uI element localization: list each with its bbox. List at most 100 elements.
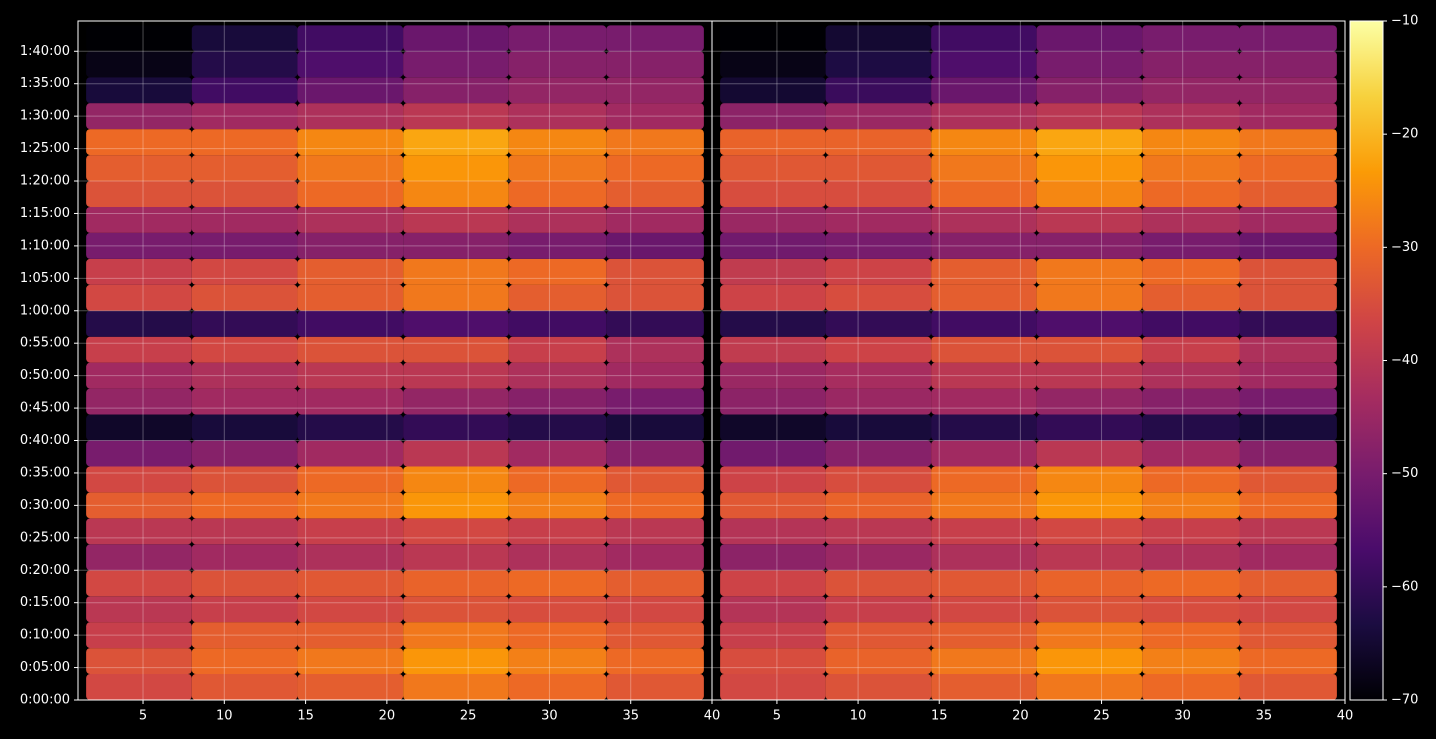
heatmap-cell: [1142, 181, 1240, 207]
heatmap-cell: [825, 466, 932, 493]
heatmap-cell: [191, 51, 298, 78]
heatmap-cell: [297, 181, 404, 207]
heatmap-cell: [86, 518, 192, 545]
colorbar-tick-label: −40: [1391, 353, 1418, 368]
heatmap-cell: [191, 362, 298, 389]
heatmap-cell: [720, 129, 826, 156]
heatmap-cell: [508, 466, 607, 493]
heatmap-cell: [86, 544, 192, 571]
heatmap-cell: [1239, 51, 1337, 78]
heatmap-cell: [403, 622, 509, 649]
y-tick-label: 1:05:00: [20, 271, 70, 286]
y-tick-label: 1:15:00: [20, 206, 70, 221]
heatmap-cell: [297, 103, 404, 130]
heatmap-cell: [1239, 181, 1337, 207]
heatmap-cell: [403, 336, 509, 363]
heatmap-cell: [825, 155, 932, 182]
x-tick-label: 25: [1093, 709, 1110, 724]
heatmap-cell: [1142, 206, 1240, 233]
heatmap-cell: [297, 466, 404, 493]
x-tick-label: 35: [1256, 709, 1273, 724]
heatmap-cell: [508, 284, 607, 311]
heatmap-cell: [931, 129, 1037, 156]
heatmap-cell: [606, 77, 704, 104]
heatmap-cell: [931, 284, 1037, 311]
heatmap-cell: [1142, 492, 1240, 519]
heatmap-cell: [191, 518, 298, 545]
heatmap-cell: [1142, 362, 1240, 389]
heatmap-cell: [403, 414, 509, 441]
heatmap-cell: [606, 622, 704, 649]
heatmap-cell: [297, 155, 404, 182]
heatmap-cell: [1239, 103, 1337, 130]
heatmap-cell: [508, 388, 607, 415]
heatmap-cell: [1239, 440, 1337, 467]
heatmap-cell: [606, 284, 704, 311]
heatmap-cell: [720, 440, 826, 467]
heatmap-cell: [1142, 77, 1240, 104]
heatmap-cell: [825, 518, 932, 545]
heatmap-cell: [86, 336, 192, 363]
colorbar-tick-label: −30: [1391, 240, 1418, 255]
heatmap-cell: [508, 155, 607, 182]
heatmap-cell: [191, 440, 298, 467]
heatmap-cell: [1239, 596, 1337, 623]
heatmap-cell: [191, 648, 298, 675]
heatmap-cell: [606, 674, 704, 700]
heatmap-cell: [191, 206, 298, 233]
heatmap-cell: [606, 440, 704, 467]
heatmap-cell: [191, 336, 298, 363]
heatmap-cell: [191, 25, 298, 52]
heatmap-cell: [1239, 155, 1337, 182]
y-tick-label: 0:05:00: [20, 660, 70, 675]
heatmap-cell: [825, 622, 932, 649]
heatmap-cell: [191, 284, 298, 311]
heatmap-cell: [606, 492, 704, 519]
heatmap-cell: [297, 648, 404, 675]
heatmap-cell: [720, 492, 826, 519]
heatmap-cell: [720, 336, 826, 363]
heatmap-cell: [508, 232, 607, 259]
heatmap-cell: [508, 570, 607, 597]
heatmap-cell: [1239, 206, 1337, 233]
heatmap-cell: [720, 622, 826, 649]
heatmap-cell: [825, 284, 932, 311]
heatmap-cell: [1239, 77, 1337, 104]
heatmap-cell: [297, 414, 404, 441]
y-tick-label: 1:10:00: [20, 238, 70, 253]
heatmap-cell: [1142, 51, 1240, 78]
heatmap-cell: [1239, 518, 1337, 545]
x-tick-label: 10: [850, 709, 867, 724]
heatmap-cell: [86, 206, 192, 233]
heatmap-cell: [508, 362, 607, 389]
heatmap-cell: [931, 155, 1037, 182]
y-tick-label: 0:25:00: [20, 530, 70, 545]
heatmap-cell: [606, 181, 704, 207]
heatmap-cell: [1036, 51, 1143, 78]
heatmap-cell: [86, 129, 192, 156]
heatmap-cell: [720, 466, 826, 493]
heatmap-cell: [931, 674, 1037, 700]
heatmap-cell: [191, 155, 298, 182]
heatmap-cell: [1142, 674, 1240, 700]
heatmap-cell: [1239, 414, 1337, 441]
heatmap-cell: [1239, 310, 1337, 337]
heatmap-cell: [86, 258, 192, 285]
heatmap-cell: [86, 388, 192, 415]
heatmap-cell: [1036, 492, 1143, 519]
heatmap-cell: [931, 258, 1037, 285]
heatmap-cell: [86, 181, 192, 207]
heatmap-cell: [1142, 284, 1240, 311]
heatmap-cell: [825, 570, 932, 597]
heatmap-cell: [86, 648, 192, 675]
heatmap-cell: [606, 648, 704, 675]
heatmap-cell: [297, 77, 404, 104]
y-tick-label: 0:10:00: [20, 628, 70, 643]
heatmap-cell: [403, 466, 509, 493]
heatmap-cell: [1142, 622, 1240, 649]
heatmap-cell: [606, 206, 704, 233]
heatmap-cell: [720, 648, 826, 675]
heatmap-cell: [720, 518, 826, 545]
heatmap-cell: [1036, 258, 1143, 285]
x-tick-label: 30: [541, 709, 558, 724]
